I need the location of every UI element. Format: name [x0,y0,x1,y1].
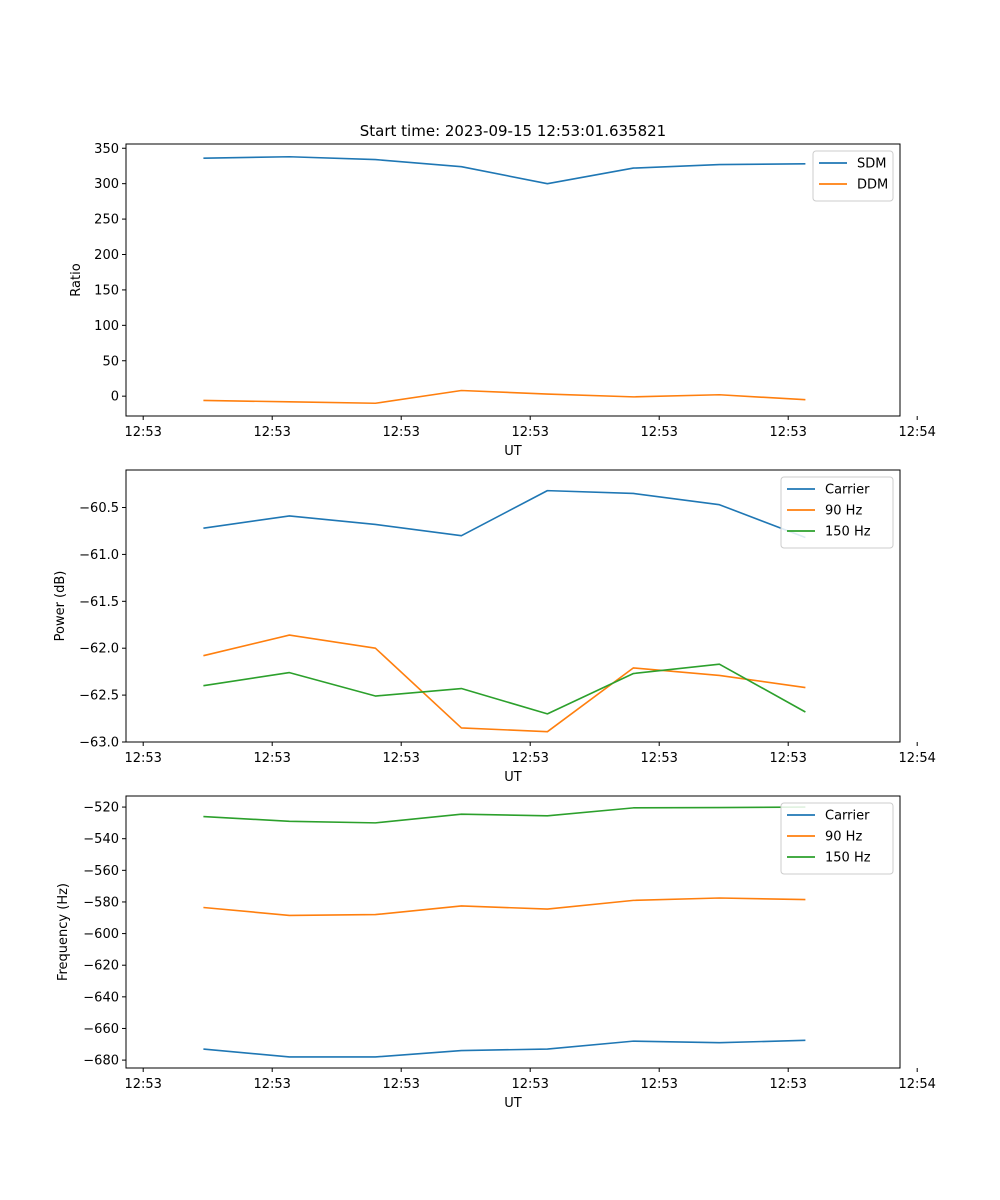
ratio-y-tick-label: 250 [94,213,119,228]
ratio-y-axis-label: Ratio [69,263,84,296]
ratio-legend-label-sdm: SDM [857,157,886,172]
frequency-legend-label-carrier: Carrier [825,809,870,824]
ratio-x-tick-label: 12:53 [769,425,806,440]
power-x-tick-label: 12:53 [382,751,419,766]
frequency-x-tick-label: 12:53 [640,1077,677,1092]
power-x-tick-label: 12:53 [769,751,806,766]
power-x-tick-label: 12:53 [511,751,548,766]
frequency-y-tick-label: −640 [83,990,119,1005]
power-series-line-carrier [203,489,806,539]
frequency-y-tick-label: −620 [83,959,119,974]
ratio-y-tick-label: 100 [94,319,119,334]
ratio-x-tick-label: 12:53 [124,425,161,440]
ratio-x-tick-label: 12:53 [511,425,548,440]
power-x-tick-label: 12:54 [898,751,935,766]
frequency-x-tick-label: 12:53 [253,1077,290,1092]
power-y-tick-label: −62.5 [79,689,119,704]
power-y-tick-label: −61.0 [79,548,119,563]
frequency-y-tick-label: −600 [83,927,119,942]
frequency-legend-label-150-hz: 150 Hz [825,851,871,866]
ratio-legend-label-ddm: DDM [857,178,888,193]
power-series-line-90-hz [203,634,806,733]
frequency-x-tick-label: 12:54 [898,1077,935,1092]
power-legend-label-carrier: Carrier [825,483,870,498]
frequency-y-tick-label: −560 [83,864,119,879]
frequency-series-line-150-hz [203,806,806,824]
frequency-series-line-carrier [203,1039,806,1058]
ratio-series-line-sdm [203,155,806,185]
ratio-x-axis-label: UT [504,444,522,459]
frequency-series-line-90-hz [203,897,806,917]
power-x-tick-label: 12:53 [640,751,677,766]
power-y-tick-label: −63.0 [79,736,119,751]
power-plot-frame [125,469,901,743]
ratio-x-tick-label: 12:53 [382,425,419,440]
power-y-tick-label: −60.5 [79,501,119,516]
ratio-panel: 12:53 12:53 12:53 12:53 12:53 12:53 12:54 0 50 10… [69,142,936,459]
power-panel: 12:53 12:53 12:53 12:53 12:53 12:53 12:54 −63.0… [53,469,936,785]
chart-title: Start time: 2023-09-15 12:53:01.635821 [360,122,666,140]
frequency-y-tick-label: −680 [83,1054,119,1069]
frequency-x-tick-label: 12:53 [769,1077,806,1092]
frequency-y-axis-label: Frequency (Hz) [56,883,71,981]
ratio-plot-frame [125,143,901,417]
power-series-line-150-hz [203,663,806,715]
frequency-panel: 12:53 12:53 12:53 12:53 12:53 12:53 12:54 −680 −… [56,795,936,1111]
power-legend-label-150-hz: 150 Hz [825,525,871,540]
ratio-y-tick-label: 300 [94,177,119,192]
frequency-y-tick-label: −660 [83,1022,119,1037]
power-x-tick-label: 12:53 [124,751,161,766]
power-x-axis-label: UT [504,770,522,785]
frequency-y-tick-label: −580 [83,895,119,910]
ratio-y-tick-label: 0 [111,390,119,405]
ratio-y-tick-label: 50 [102,354,119,369]
frequency-plot-frame [125,795,901,1069]
frequency-x-tick-label: 12:53 [382,1077,419,1092]
power-legend: Carrier 90 Hz 150 Hz [780,476,894,549]
power-y-tick-label: −62.0 [79,642,119,657]
ratio-y-tick-label: 200 [94,248,119,263]
frequency-x-tick-label: 12:53 [511,1077,548,1092]
frequency-legend-label-90-hz: 90 Hz [825,830,862,845]
frequency-legend: Carrier 90 Hz 150 Hz [780,802,894,875]
ratio-x-tick-label: 12:54 [898,425,935,440]
frequency-x-tick-label: 12:53 [124,1077,161,1092]
ratio-x-tick-label: 12:53 [640,425,677,440]
ratio-y-tick-label: 350 [94,142,119,157]
frequency-x-axis-label: UT [504,1096,522,1111]
power-x-tick-label: 12:53 [253,751,290,766]
power-legend-label-90-hz: 90 Hz [825,504,862,519]
ratio-series-line-ddm [203,389,806,405]
ratio-y-tick-label: 150 [94,283,119,298]
ratio-legend: SDM DDM [812,150,894,202]
frequency-y-tick-label: −520 [83,801,119,816]
power-y-axis-label: Power (dB) [53,571,68,642]
ratio-x-tick-label: 12:53 [253,425,290,440]
frequency-y-tick-label: −540 [83,832,119,847]
power-y-tick-label: −61.5 [79,595,119,610]
